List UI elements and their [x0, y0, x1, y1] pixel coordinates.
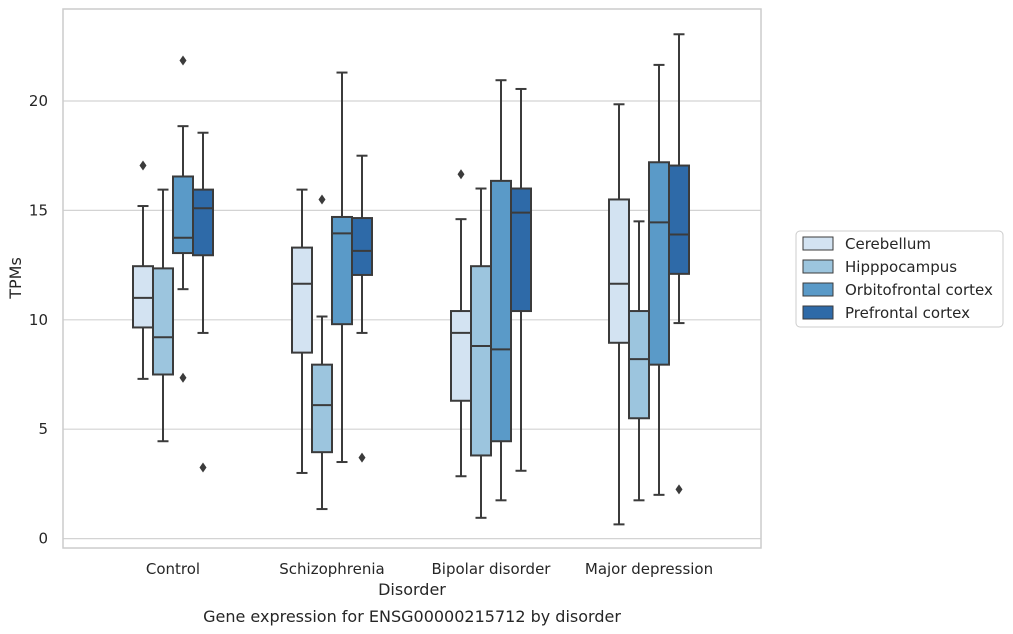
box-plot-box	[608, 103, 630, 526]
plot-frame	[62, 8, 762, 549]
box-iqr	[152, 267, 174, 376]
box-iqr	[311, 363, 333, 454]
legend-swatch	[802, 305, 834, 320]
box-plot-box	[450, 169, 472, 478]
outlier-point	[139, 160, 147, 171]
box-plot-box	[192, 131, 214, 473]
box-iqr	[490, 179, 512, 443]
box-iqr	[132, 265, 154, 329]
box-plot-box	[351, 154, 373, 463]
legend-swatch	[802, 282, 834, 297]
outlier-point	[457, 169, 465, 180]
box-iqr	[648, 161, 670, 366]
box-plot-box	[311, 194, 333, 511]
x-tick-label: Bipolar disorder	[432, 560, 552, 578]
box-plot-box	[648, 63, 670, 496]
y-tick-label: 15	[29, 201, 48, 219]
y-tick-label: 5	[38, 420, 48, 438]
box-iqr	[470, 265, 492, 457]
legend-label: Hipppocampus	[845, 258, 957, 276]
box-iqr	[510, 187, 532, 313]
box-plot-box	[510, 87, 532, 472]
box-plot-box	[152, 188, 174, 443]
outlier-point	[675, 484, 683, 495]
box-iqr	[450, 310, 472, 402]
chart-caption: Gene expression for ENSG00000215712 by d…	[203, 607, 621, 626]
box-plot-box	[470, 187, 492, 519]
y-tick-label: 20	[29, 92, 48, 110]
y-tick-label: 0	[38, 530, 48, 548]
legend: Cerebellum Hipppocampus Orbitofrontal cort…	[795, 230, 1004, 328]
x-axis-ticks: Control Schizophrenia Bipolar disorder Majo…	[146, 560, 713, 578]
x-tick-label: Major depression	[585, 560, 713, 578]
box-plot-box	[132, 160, 154, 380]
legend-label: Prefrontal cortex	[845, 304, 970, 322]
legend-swatch	[802, 259, 834, 274]
outlier-point	[179, 55, 187, 66]
box-iqr	[628, 310, 650, 420]
box-plot-box	[172, 55, 194, 383]
box-iqr	[192, 188, 214, 257]
y-axis-label: TPMs	[6, 257, 25, 300]
outlier-point	[358, 452, 366, 463]
box-plot-box	[668, 33, 690, 495]
x-tick-label: Schizophrenia	[279, 560, 384, 578]
legend-frame	[795, 230, 1004, 328]
box-plot-marks	[132, 33, 690, 526]
legend-swatch	[802, 236, 834, 251]
x-tick-label: Control	[146, 560, 200, 578]
box-plot-box	[331, 71, 353, 464]
y-tick-label: 10	[29, 311, 48, 329]
x-axis-label: Disorder	[378, 580, 446, 599]
box-iqr	[291, 246, 313, 354]
legend-label: Orbitofrontal cortex	[845, 281, 993, 299]
box-iqr	[351, 217, 373, 276]
y-axis-ticks: 0 5 10 15 20	[29, 92, 48, 548]
legend-label: Cerebellum	[845, 235, 931, 253]
box-plot-box	[291, 188, 313, 474]
outlier-point	[179, 372, 187, 383]
box-iqr	[668, 164, 690, 275]
outlier-point	[199, 462, 207, 473]
box-plot-box	[628, 220, 650, 502]
outlier-point	[318, 194, 326, 205]
box-iqr	[172, 175, 194, 255]
box-plot-box	[490, 79, 512, 502]
box-iqr	[608, 198, 630, 344]
